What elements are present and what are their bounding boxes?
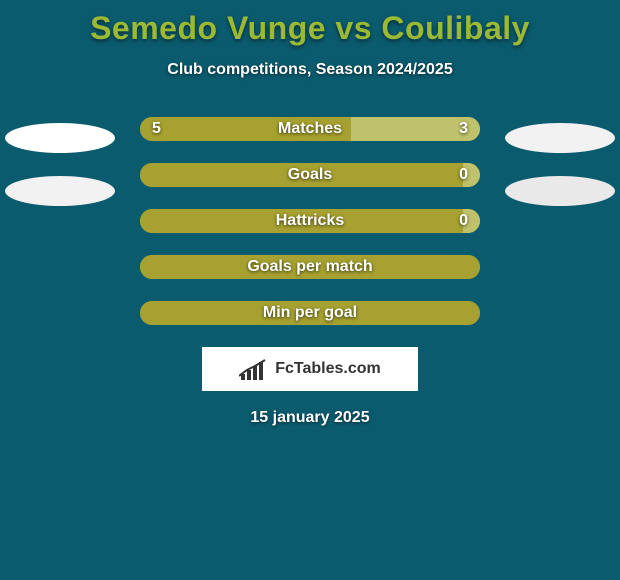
logo-box: FcTables.com xyxy=(202,347,418,391)
stat-bar-left xyxy=(140,209,463,233)
stats-area: Matches53Goals0Hattricks0Goals per match… xyxy=(0,117,620,325)
stat-bar-left xyxy=(140,301,480,325)
stat-row: Matches53 xyxy=(0,117,620,141)
stat-bar-track: Goals per match xyxy=(140,255,480,279)
stat-bar-track: Goals0 xyxy=(140,163,480,187)
comparison-card: Semedo Vunge vs Coulibaly Club competiti… xyxy=(0,0,620,580)
page-title: Semedo Vunge vs Coulibaly xyxy=(0,0,620,47)
stat-row: Min per goal xyxy=(0,301,620,325)
stat-bar-left xyxy=(140,163,463,187)
stat-value-right: 0 xyxy=(459,212,468,230)
logo-text: FcTables.com xyxy=(275,360,381,378)
stat-bar-left xyxy=(140,117,351,141)
stat-value-right: 3 xyxy=(459,120,468,138)
stat-row: Goals0 xyxy=(0,163,620,187)
stat-row: Goals per match xyxy=(0,255,620,279)
subtitle: Club competitions, Season 2024/2025 xyxy=(0,61,620,79)
stat-value-left: 5 xyxy=(152,120,161,138)
stat-row: Hattricks0 xyxy=(0,209,620,233)
stat-value-right: 0 xyxy=(459,166,468,184)
stat-bar-track: Matches53 xyxy=(140,117,480,141)
date-line: 15 january 2025 xyxy=(0,409,620,427)
fctables-chart-icon xyxy=(239,358,269,380)
stat-bar-track: Hattricks0 xyxy=(140,209,480,233)
stat-bar-track: Min per goal xyxy=(140,301,480,325)
stat-bar-left xyxy=(140,255,480,279)
